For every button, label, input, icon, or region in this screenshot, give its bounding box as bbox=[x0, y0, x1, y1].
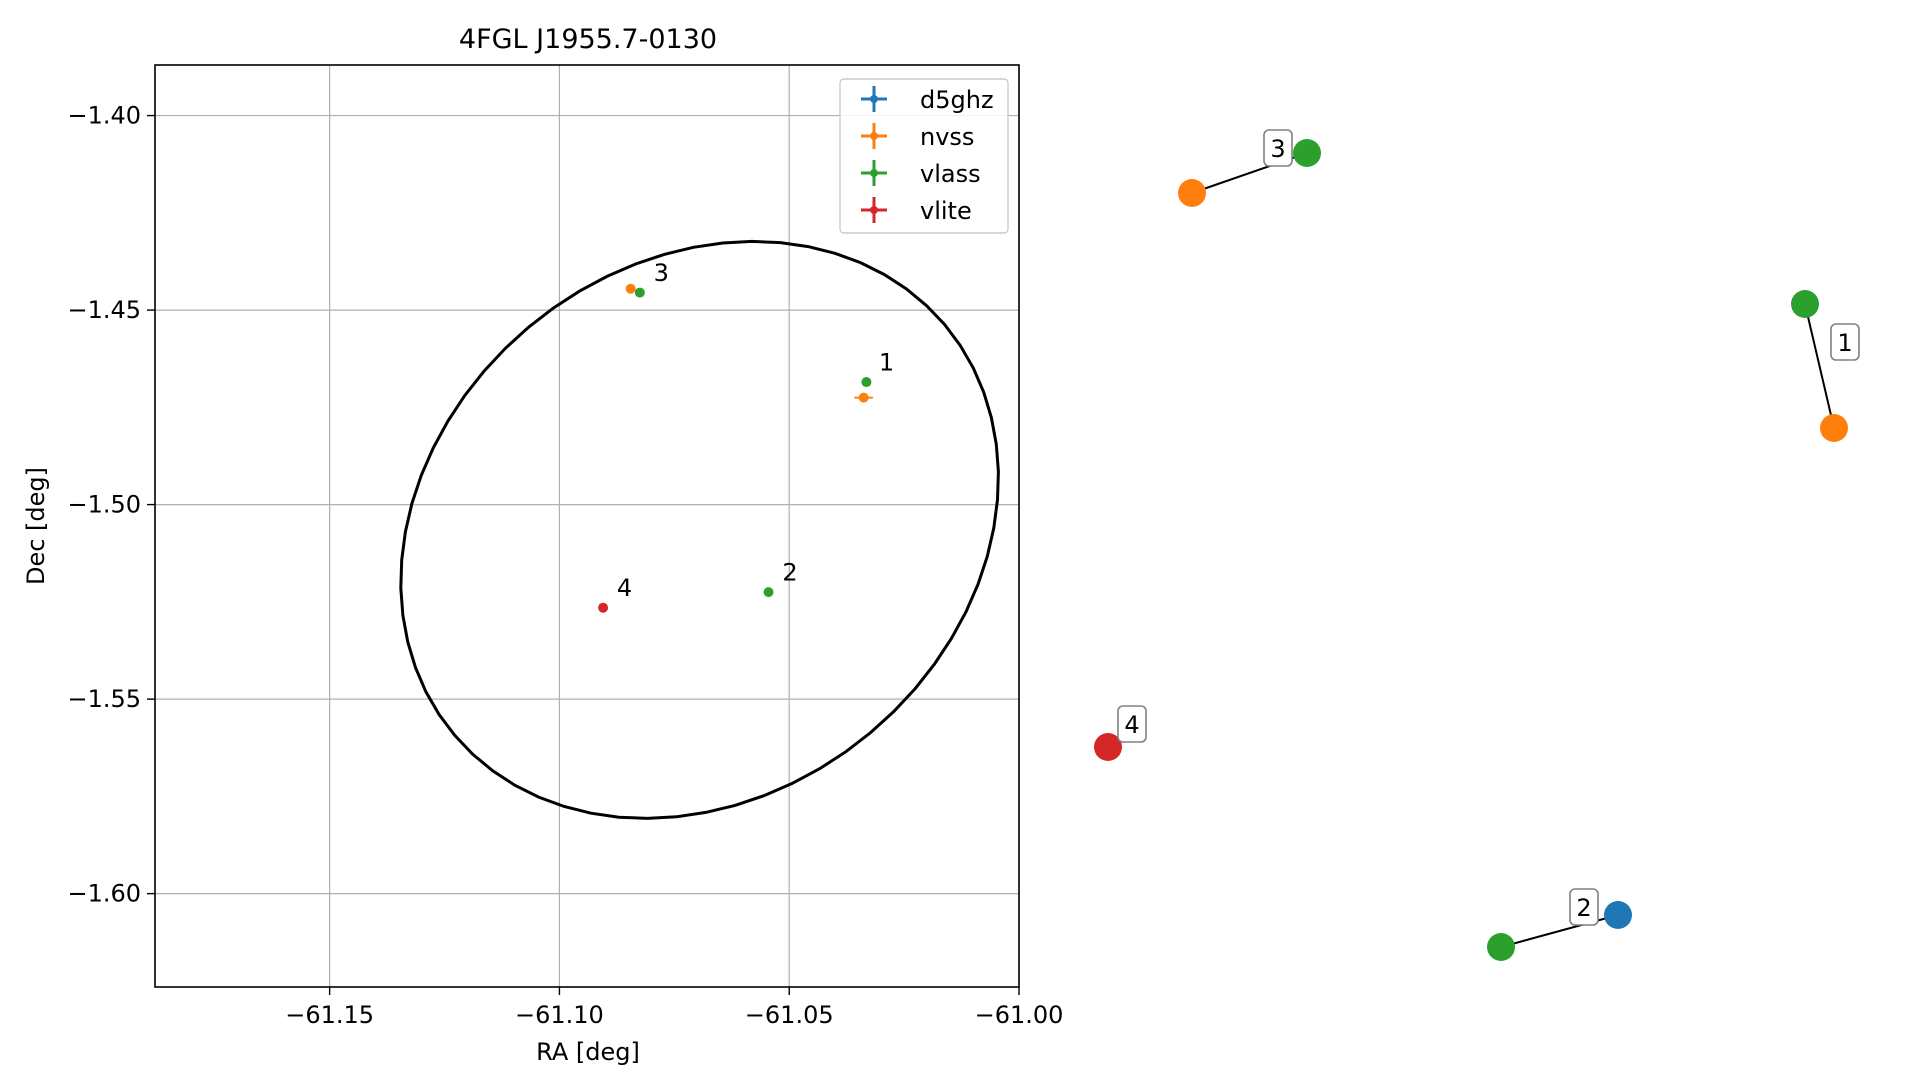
vlite-point bbox=[598, 602, 609, 613]
legend-marker-dot bbox=[870, 132, 878, 140]
diagram-label-text: 1 bbox=[1837, 329, 1852, 357]
diagram-node bbox=[1604, 901, 1632, 929]
legend-label: d5ghz bbox=[920, 86, 994, 114]
legend-label: vlite bbox=[920, 197, 972, 225]
diagram-label-box bbox=[1117, 705, 1147, 743]
ellipse-path bbox=[399, 239, 1000, 820]
legend: d5ghz nvss vlass vlite bbox=[839, 78, 1009, 234]
legend-label: nvss bbox=[920, 123, 974, 151]
diagram-label-text: 2 bbox=[1576, 894, 1591, 922]
diagram-label-box bbox=[1830, 323, 1860, 361]
diagram-label: 1 bbox=[1830, 323, 1860, 361]
match-diagram: 3 1 2 4 bbox=[1094, 129, 1860, 961]
legend-marker-dot bbox=[870, 169, 878, 177]
point-label: 4 bbox=[617, 574, 632, 602]
diagram-label-text: 4 bbox=[1124, 711, 1139, 739]
diagram-label-box bbox=[1569, 888, 1599, 926]
diagram-label-box bbox=[1263, 129, 1293, 167]
diagram-label: 2 bbox=[1569, 888, 1599, 926]
plot-frame bbox=[154, 64, 1020, 988]
point-label: 1 bbox=[879, 348, 894, 376]
legend-marker-dot bbox=[870, 95, 878, 103]
legend-box bbox=[839, 78, 1009, 234]
diagram-node bbox=[1094, 733, 1122, 761]
vlass-point bbox=[634, 287, 645, 298]
x-tick-label: −61.05 bbox=[745, 1001, 834, 1029]
vlass-point bbox=[861, 377, 872, 388]
scatter-plot: 4FGL J1955.7-0130 1 2 3 4 −61.15 −61.10 −61.0… bbox=[22, 24, 1063, 1066]
legend-label: vlass bbox=[920, 160, 981, 188]
legend-marker-dot bbox=[870, 206, 878, 214]
y-tick-label: −1.50 bbox=[67, 491, 141, 519]
point-label: 3 bbox=[654, 259, 669, 287]
chart-title: 4FGL J1955.7-0130 bbox=[459, 24, 717, 55]
diagram-node bbox=[1487, 933, 1515, 961]
y-axis-ticks: −1.40 −1.45 −1.50 −1.55 −1.60 bbox=[67, 102, 155, 908]
diagram-edge bbox=[1804, 303, 1835, 429]
diagram-nodes bbox=[1094, 139, 1848, 961]
nvss-point bbox=[625, 283, 636, 294]
legend-entry: nvss bbox=[861, 123, 974, 151]
x-axis-ticks: −61.15 −61.10 −61.05 −61.00 bbox=[285, 987, 1063, 1029]
diagram-labels: 3 1 2 4 bbox=[1117, 129, 1860, 926]
x-tick-label: −61.00 bbox=[975, 1001, 1064, 1029]
diagram-node bbox=[1791, 290, 1819, 318]
y-tick-label: −1.60 bbox=[67, 880, 141, 908]
x-tick-label: −61.10 bbox=[515, 1001, 604, 1029]
diagram-label: 3 bbox=[1263, 129, 1293, 167]
diagram-label: 4 bbox=[1117, 705, 1147, 743]
data-points bbox=[598, 283, 873, 613]
legend-entry: vlass bbox=[861, 160, 981, 188]
point-annotations: 1 2 3 4 bbox=[617, 259, 894, 602]
y-tick-label: −1.55 bbox=[67, 685, 141, 713]
y-tick-label: −1.45 bbox=[67, 296, 141, 324]
nvss-point bbox=[858, 392, 869, 403]
vlass-point bbox=[763, 587, 774, 598]
x-tick-label: −61.15 bbox=[285, 1001, 374, 1029]
diagram-node bbox=[1820, 414, 1848, 442]
diagram-node bbox=[1178, 179, 1206, 207]
diagram-label-text: 3 bbox=[1270, 135, 1285, 163]
point-label: 2 bbox=[782, 558, 797, 586]
y-tick-label: −1.40 bbox=[67, 102, 141, 130]
legend-entry: vlite bbox=[861, 197, 972, 225]
x-axis-label: RA [deg] bbox=[536, 1038, 640, 1066]
legend-entry: d5ghz bbox=[861, 86, 994, 114]
y-axis-label: Dec [deg] bbox=[22, 467, 50, 585]
uncertainty-ellipse bbox=[399, 239, 1000, 820]
diagram-node bbox=[1293, 139, 1321, 167]
